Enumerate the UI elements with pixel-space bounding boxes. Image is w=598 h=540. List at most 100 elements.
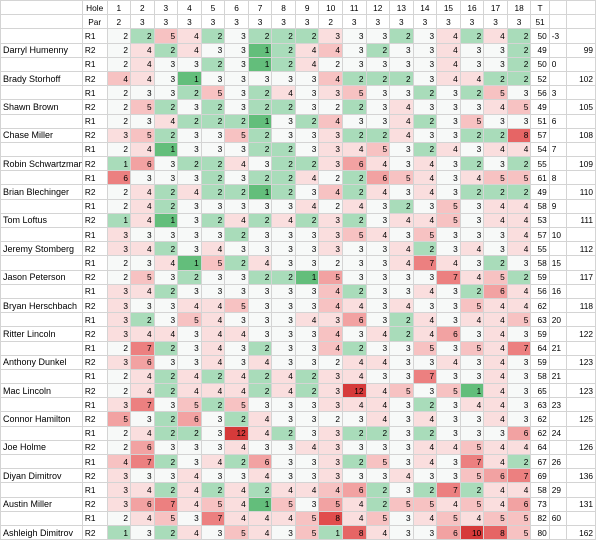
score-cell: 3 — [412, 70, 438, 87]
score-cell: 3 — [365, 297, 391, 314]
score-cell: 2 — [271, 269, 296, 285]
score-cell: 2 — [506, 156, 532, 172]
score-cell: 2 — [389, 198, 414, 214]
round-total: 49 — [530, 184, 550, 200]
score-to-par: 8 — [548, 170, 568, 186]
score-cell: 2 — [365, 496, 391, 512]
score-cell: 2 — [153, 524, 179, 540]
player-round-row: Chase Miller R2 3 5 2 3 3 5 2 3 3 3 2 2 4 3 3 2 2 8 57 108 — [0, 127, 596, 143]
score-cell: 4 — [130, 283, 155, 299]
score-cell: 3 — [389, 411, 414, 427]
score-cell: 3 — [318, 226, 343, 243]
score-cell: 3 — [271, 439, 296, 456]
score-cell: 3 — [389, 524, 414, 540]
score-cell: 1 — [247, 184, 273, 200]
score-to-par — [548, 156, 568, 172]
score-cell: 1 — [247, 56, 273, 72]
player-name: Shawn Brown — [0, 99, 83, 115]
score-cell: 3 — [412, 354, 438, 370]
combined-total: 110 — [566, 184, 596, 200]
score-cell: 3 — [106, 468, 132, 484]
score-cell: 3 — [177, 340, 202, 356]
score-to-par: -3 — [548, 28, 568, 44]
round-total: 62 — [530, 297, 550, 314]
score-cell: 3 — [271, 468, 296, 484]
score-cell: 2 — [200, 28, 226, 44]
score-cell: 3 — [365, 468, 391, 484]
score-cell: 2 — [341, 184, 367, 200]
score-cell: 2 — [224, 184, 249, 200]
score-cell: 4 — [130, 141, 155, 158]
round-label: R1 — [81, 255, 108, 271]
score-cell: 3 — [153, 156, 179, 172]
score-cell: 2 — [341, 170, 367, 186]
score-cell: 3 — [412, 99, 438, 115]
score-cell: 5 — [412, 226, 438, 243]
score-cell: 2 — [130, 28, 155, 44]
player-round-row: R1 3 4 2 4 2 4 2 4 4 4 6 2 3 2 7 2 4 4 58 29 — [0, 482, 596, 498]
hole-number: 3 — [153, 0, 179, 16]
score-cell: 3 — [177, 241, 202, 257]
score-cell: 2 — [412, 482, 438, 498]
score-cell: 3 — [389, 226, 414, 243]
score-cell: 2 — [365, 482, 391, 498]
combined-total: 112 — [566, 241, 596, 257]
score-cell: 3 — [153, 297, 179, 314]
score-to-par — [548, 99, 568, 115]
score-cell: 7 — [153, 496, 179, 512]
round-total: 58 — [530, 368, 550, 385]
score-cell: 6 — [341, 482, 367, 498]
player-name: Ritter Lincoln — [0, 326, 83, 342]
score-cell: 2 — [200, 482, 226, 498]
round-total: 63 — [530, 312, 550, 328]
score-cell: 3 — [294, 99, 320, 115]
score-cell: 2 — [106, 28, 132, 44]
score-cell: 3 — [506, 411, 532, 427]
score-cell: 5 — [318, 269, 343, 285]
score-cell: 4 — [436, 42, 461, 58]
score-cell: 3 — [506, 354, 532, 370]
score-cell: 3 — [271, 411, 296, 427]
score-cell: 3 — [318, 453, 343, 470]
score-cell: 4 — [412, 411, 438, 427]
score-cell: 3 — [389, 269, 414, 285]
score-to-par — [548, 297, 568, 314]
score-cell: 3 — [130, 297, 155, 314]
player-name: Brady Storhoff — [0, 70, 83, 87]
score-cell: 3 — [294, 70, 320, 87]
score-cell: 3 — [271, 297, 296, 314]
score-cell: 4 — [436, 496, 461, 512]
header-blank-cell — [548, 0, 568, 16]
score-cell: 3 — [106, 326, 132, 342]
score-cell: 4 — [412, 326, 438, 342]
score-cell: 3 — [483, 156, 508, 172]
score-cell: 2 — [294, 383, 320, 399]
score-cell: 5 — [365, 453, 391, 470]
par-value: 3 — [459, 14, 485, 30]
player-name: Darryl Humenny — [0, 42, 83, 58]
round-total: 80 — [530, 524, 550, 540]
par-label: Par — [81, 14, 108, 30]
hole-number: 17 — [483, 0, 508, 16]
score-cell: 4 — [130, 70, 155, 87]
score-cell: 3 — [271, 255, 296, 271]
score-cell: 3 — [341, 42, 367, 58]
round-label: R2 — [81, 269, 108, 285]
score-cell: 2 — [247, 127, 273, 143]
score-cell: 2 — [389, 70, 414, 87]
score-cell: 3 — [459, 141, 485, 158]
score-cell: 4 — [483, 99, 508, 115]
score-cell: 3 — [247, 326, 273, 342]
score-cell: 2 — [177, 425, 202, 441]
score-cell: 2 — [247, 99, 273, 115]
score-cell: 3 — [177, 141, 202, 158]
score-cell: 5 — [506, 510, 532, 526]
par-value: 3 — [200, 14, 226, 30]
score-cell: 4 — [318, 70, 343, 87]
score-cell: 3 — [271, 524, 296, 540]
round-total: 51 — [530, 113, 550, 129]
player-round-row: R1 6 3 3 3 2 3 2 2 4 2 2 6 5 4 3 4 5 5 61 8 — [0, 170, 596, 186]
hole-number: 11 — [341, 0, 367, 16]
score-cell: 3 — [459, 425, 485, 441]
score-cell: 5 — [294, 510, 320, 526]
